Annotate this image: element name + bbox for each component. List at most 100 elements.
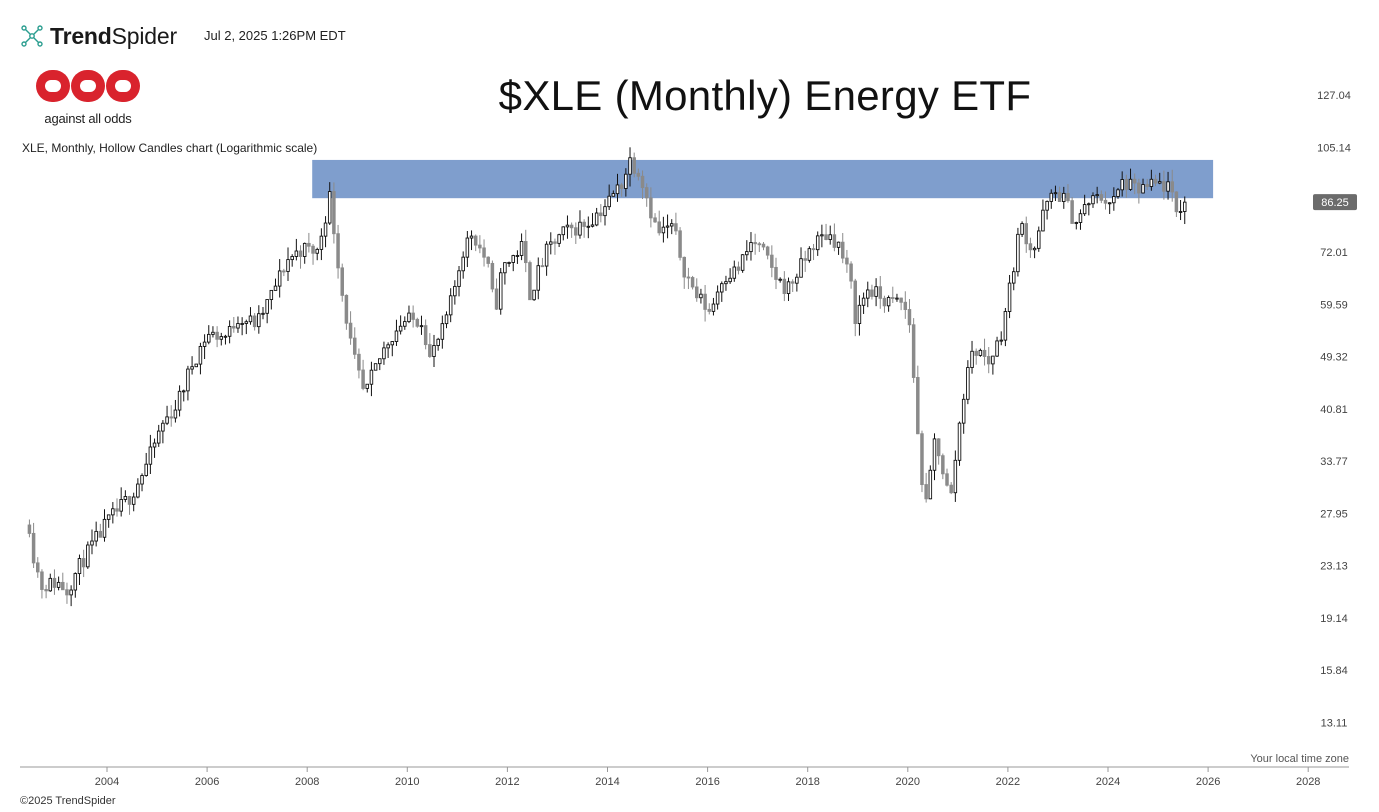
candle-body <box>352 337 357 355</box>
candle-body <box>1020 223 1024 235</box>
candle-body <box>503 262 507 274</box>
candle-body <box>40 571 44 590</box>
candle-body <box>982 349 987 357</box>
x-tick-label: 2018 <box>795 776 819 788</box>
candle-body <box>1166 181 1170 192</box>
candle-body <box>611 193 616 197</box>
candle-body <box>899 297 903 303</box>
candle-body <box>1170 181 1174 193</box>
candle-body <box>624 173 628 189</box>
resistance-zone <box>312 159 1214 199</box>
candle-body <box>824 234 828 240</box>
candle-body <box>269 289 274 301</box>
last-price-label: 86.25 <box>1321 197 1349 209</box>
candle-body <box>745 251 749 256</box>
candle-body <box>770 254 774 268</box>
candle-body <box>999 339 1003 342</box>
candle-body <box>536 265 541 291</box>
copyright: ©2025 TrendSpider <box>20 795 116 807</box>
candle-body <box>98 530 103 538</box>
candle-body <box>519 241 524 256</box>
candle-body <box>273 285 278 291</box>
x-tick-label: 2026 <box>1196 776 1220 788</box>
candle-body <box>453 285 457 297</box>
y-tick-label: 49.32 <box>1320 352 1348 364</box>
candle-body <box>1149 178 1154 187</box>
candle-body <box>123 496 128 500</box>
candle-body <box>736 266 741 271</box>
candle-body <box>194 363 199 368</box>
y-tick-label: 13.11 <box>1321 717 1348 729</box>
candle-body <box>298 250 303 257</box>
candle-body <box>144 463 148 476</box>
candle-body <box>866 289 870 299</box>
x-tick-label: 2024 <box>1096 776 1120 788</box>
candle-body <box>336 233 340 269</box>
candle-body <box>111 508 115 516</box>
candle-body <box>786 281 791 294</box>
candle-body <box>991 355 995 365</box>
candle-body <box>90 540 94 546</box>
candle-body <box>261 312 265 315</box>
candle-body <box>378 358 382 365</box>
candle-body <box>448 295 453 316</box>
candle-body <box>1053 192 1058 195</box>
candle-body <box>603 206 607 217</box>
candle-body <box>365 383 370 389</box>
candle-body <box>820 234 824 237</box>
candle-body <box>703 293 707 310</box>
candle-body <box>436 338 440 346</box>
candle-body <box>440 323 445 340</box>
candle-body <box>1045 200 1049 211</box>
x-tick-label: 2014 <box>595 776 619 788</box>
candle-body <box>77 558 82 575</box>
x-tick-label: 2008 <box>295 776 319 788</box>
candle-body <box>357 353 361 371</box>
candle-body <box>1032 247 1037 251</box>
candle-body <box>941 455 945 475</box>
candle-body <box>136 483 140 498</box>
candle-body <box>557 234 561 244</box>
candle-body <box>1107 202 1112 205</box>
candle-body <box>540 265 545 268</box>
x-tick-label: 2028 <box>1296 776 1320 788</box>
candle-body <box>461 256 465 272</box>
candle-body <box>619 184 624 189</box>
candle-body <box>528 262 532 301</box>
candle-body <box>432 345 436 357</box>
candle-body <box>307 242 311 247</box>
candle-body <box>828 234 832 240</box>
candle-body <box>920 433 924 486</box>
candle-body <box>953 459 958 494</box>
candle-body <box>1078 213 1083 223</box>
candle-body <box>344 294 349 324</box>
candle-body <box>1153 178 1158 184</box>
candle-body <box>903 301 908 310</box>
candle-body <box>661 226 666 234</box>
candles <box>27 147 1187 607</box>
candle-body <box>1024 223 1029 245</box>
candle-body <box>986 356 991 365</box>
candle-body <box>916 377 920 435</box>
candle-body <box>815 235 820 251</box>
candle-body <box>845 257 849 265</box>
candle-body <box>161 422 165 432</box>
candle-body <box>1095 194 1099 197</box>
candle-body <box>140 475 144 485</box>
candle-body <box>978 349 983 356</box>
candle-body <box>127 496 132 505</box>
candle-body <box>974 350 978 356</box>
y-tick-label: 105.14 <box>1317 142 1351 154</box>
candle-body <box>711 303 716 312</box>
candle-body <box>294 250 299 257</box>
candle-body <box>1112 196 1116 204</box>
candle-body <box>1174 191 1179 213</box>
candle-body <box>653 217 657 223</box>
candle-body <box>891 297 895 299</box>
candle-body <box>102 518 107 538</box>
x-tick-label: 2006 <box>195 776 219 788</box>
candle-body <box>156 430 161 444</box>
candle-body <box>1124 179 1129 190</box>
candle-body <box>720 283 724 293</box>
